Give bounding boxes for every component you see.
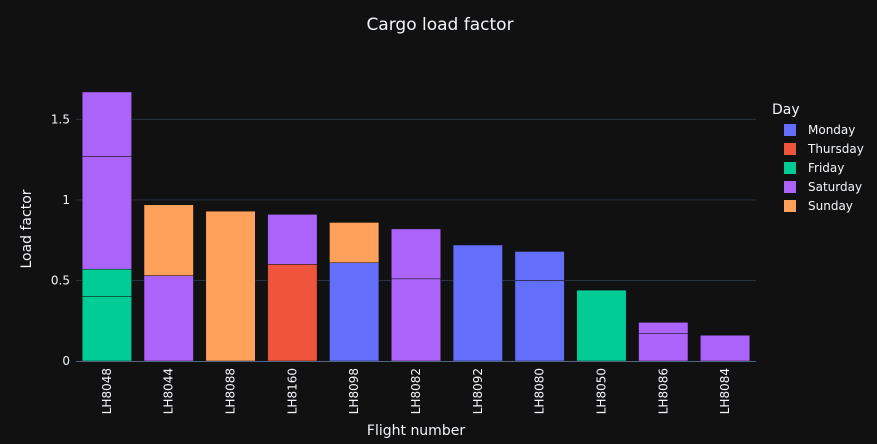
bar-segment — [391, 228, 441, 280]
x-tick-label: LH8092 — [471, 368, 485, 414]
legend-swatch — [784, 124, 796, 136]
bar-segment — [514, 280, 565, 362]
bar-segment — [514, 251, 565, 281]
bar-segment — [81, 296, 132, 362]
legend-swatch — [784, 181, 796, 193]
x-tick-label: LH8084 — [718, 368, 732, 414]
bar-segment — [81, 268, 132, 297]
x-tick-label: LH8086 — [656, 368, 670, 414]
chart-title: Cargo load factor — [366, 15, 513, 35]
bar-segment — [81, 91, 132, 157]
bar-segment — [267, 264, 318, 362]
x-tick-label: LH8098 — [347, 368, 361, 414]
x-tick-label: LH8044 — [162, 368, 176, 414]
bar-segment — [700, 334, 751, 362]
x-tick-label: LH8048 — [100, 368, 114, 414]
y-tick-label: 1 — [62, 193, 70, 207]
bar-segment — [391, 278, 441, 362]
bar-segment — [81, 156, 132, 270]
legend-title: Day — [772, 102, 800, 118]
bar-segment — [329, 222, 380, 263]
legend-swatch — [784, 200, 796, 212]
bar-segment — [267, 214, 318, 265]
bar-segment — [638, 322, 689, 334]
x-axis-title: Flight number — [367, 423, 465, 439]
y-tick-label: 0.5 — [51, 273, 70, 287]
bar-segment — [329, 262, 380, 362]
x-tick-label: LH8082 — [409, 368, 423, 414]
legend-label: Sunday — [808, 199, 853, 213]
legend-label: Friday — [808, 161, 844, 175]
y-axis-title: Load factor — [19, 189, 35, 268]
legend-label: Monday — [808, 123, 855, 137]
axes: 0 0.5 1 1.5 LH8048 LH8044 LH8088 LH8160 LH8098 LH… — [51, 112, 756, 414]
y-tick-label: 1.5 — [51, 112, 70, 126]
x-tick-label: LH8080 — [533, 368, 547, 414]
bar-segment — [205, 210, 256, 362]
legend-swatch — [784, 143, 796, 155]
y-tick-label: 0 — [62, 354, 70, 368]
legend: Day Monday Thursday Friday Saturday Sunday — [772, 102, 864, 213]
bar-segment — [638, 333, 689, 362]
bar-segment — [576, 289, 627, 362]
x-tick-label: LH8050 — [594, 368, 608, 414]
legend-label: Thursday — [807, 142, 864, 156]
legend-label: Saturday — [808, 180, 862, 194]
bar-segment — [452, 244, 503, 362]
legend-swatch — [784, 162, 796, 174]
bar-segment — [143, 275, 194, 362]
bar-segment — [143, 204, 194, 276]
x-tick-label: LH8088 — [224, 368, 238, 414]
x-tick-label: LH8160 — [285, 368, 299, 414]
bars — [81, 91, 751, 362]
